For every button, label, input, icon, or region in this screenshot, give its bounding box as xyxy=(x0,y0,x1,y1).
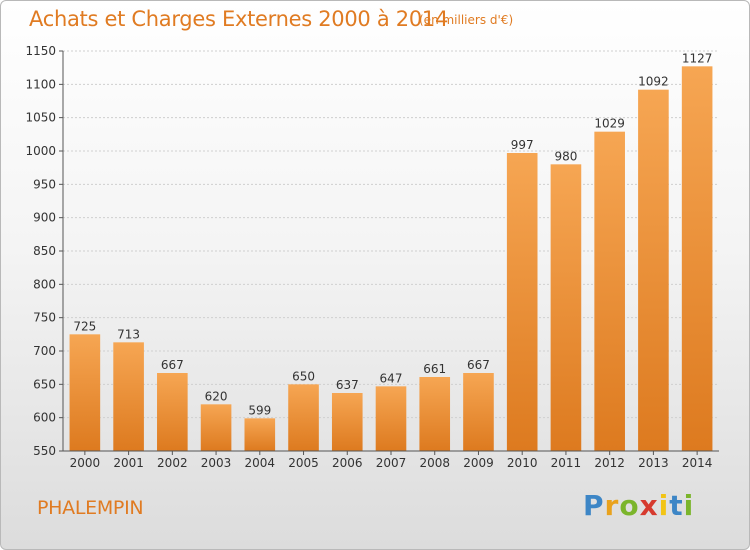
data-label-2004: 599 xyxy=(248,403,271,417)
y-tick-label: 550 xyxy=(33,444,56,458)
y-tick-label: 900 xyxy=(33,211,56,225)
y-tick-label: 650 xyxy=(33,377,56,391)
logo-letter: r xyxy=(604,489,620,522)
place-name: PHALEMPIN xyxy=(37,497,144,519)
bar-2004 xyxy=(244,418,276,451)
x-tick-label-2002: 2002 xyxy=(157,456,188,470)
data-label-2012: 1029 xyxy=(594,117,625,131)
bar-2008 xyxy=(419,377,451,451)
bar-2007 xyxy=(375,386,407,451)
y-tick-label: 600 xyxy=(33,411,56,425)
y-tick-label: 850 xyxy=(33,244,56,258)
axis-layer: 550 600 650 700 750 800 850 900 950 1000 1050 1100 1… xyxy=(25,44,719,470)
x-tick-label-2000: 2000 xyxy=(70,456,101,470)
y-tick-label: 1000 xyxy=(25,144,56,158)
x-tick-label-2004: 2004 xyxy=(245,456,276,470)
logo-letter: t xyxy=(669,489,684,522)
bar-2006 xyxy=(331,393,363,451)
x-tick-label-2007: 2007 xyxy=(376,456,407,470)
logo-letter: i xyxy=(658,489,670,522)
data-label-2008: 661 xyxy=(423,362,446,376)
x-tick-label-2001: 2001 xyxy=(113,456,144,470)
bar-2002 xyxy=(157,373,188,451)
x-tick-label-2010: 2010 xyxy=(507,456,538,470)
data-label-2013: 1092 xyxy=(638,75,669,89)
bar-2013 xyxy=(638,89,669,452)
bar-2003 xyxy=(200,404,232,451)
data-label-2009: 667 xyxy=(467,358,490,372)
y-tick-label: 1050 xyxy=(25,111,56,125)
bar-2010 xyxy=(506,153,538,451)
bar-2011 xyxy=(550,164,582,452)
data-label-2000: 725 xyxy=(73,319,96,333)
y-tick-label: 1150 xyxy=(25,44,56,58)
data-label-2005: 650 xyxy=(292,369,315,383)
y-tick-label: 950 xyxy=(33,177,56,191)
bar-2000 xyxy=(69,334,101,451)
chart-subtitle: (en milliers d'€) xyxy=(419,13,514,27)
bar-2012 xyxy=(594,131,625,451)
chart-title: Achats et Charges Externes 2000 à 2014 xyxy=(29,7,449,31)
logo-letter: x xyxy=(639,489,659,522)
bar-2014 xyxy=(681,66,713,451)
logo-letter: o xyxy=(619,489,640,522)
data-label-2001: 713 xyxy=(117,327,140,341)
x-tick-label-2003: 2003 xyxy=(201,456,232,470)
bar-layer: 725 713 667 620 599 650 637 647 661 667 997 980 1029… xyxy=(69,51,713,452)
data-label-2003: 620 xyxy=(205,389,228,403)
y-tick-label: 1100 xyxy=(25,77,56,91)
y-tick-label: 800 xyxy=(33,277,56,291)
bar-2005 xyxy=(288,384,319,451)
logo-letter: P xyxy=(583,489,605,522)
x-tick-label-2006: 2006 xyxy=(332,456,363,470)
bar-2001 xyxy=(113,342,144,451)
x-tick-label-2009: 2009 xyxy=(463,456,494,470)
y-tick-label: 700 xyxy=(33,344,56,358)
x-tick-label-2012: 2012 xyxy=(594,456,625,470)
bar-2009 xyxy=(463,373,494,451)
data-label-2006: 637 xyxy=(336,378,359,392)
x-tick-label-2005: 2005 xyxy=(288,456,319,470)
data-label-2007: 647 xyxy=(380,371,403,385)
y-tick-label: 750 xyxy=(33,311,56,325)
x-tick-label-2013: 2013 xyxy=(638,456,669,470)
data-label-2010: 997 xyxy=(511,138,534,152)
data-label-2014: 1127 xyxy=(682,51,713,65)
x-tick-label-2014: 2014 xyxy=(682,456,713,470)
data-label-2011: 980 xyxy=(554,149,577,163)
proxiti-logo[interactable]: Proxiti xyxy=(583,489,694,522)
data-label-2002: 667 xyxy=(161,358,184,372)
logo-letter: i xyxy=(683,489,695,522)
x-tick-label-2008: 2008 xyxy=(419,456,450,470)
x-tick-label-2011: 2011 xyxy=(551,456,582,470)
